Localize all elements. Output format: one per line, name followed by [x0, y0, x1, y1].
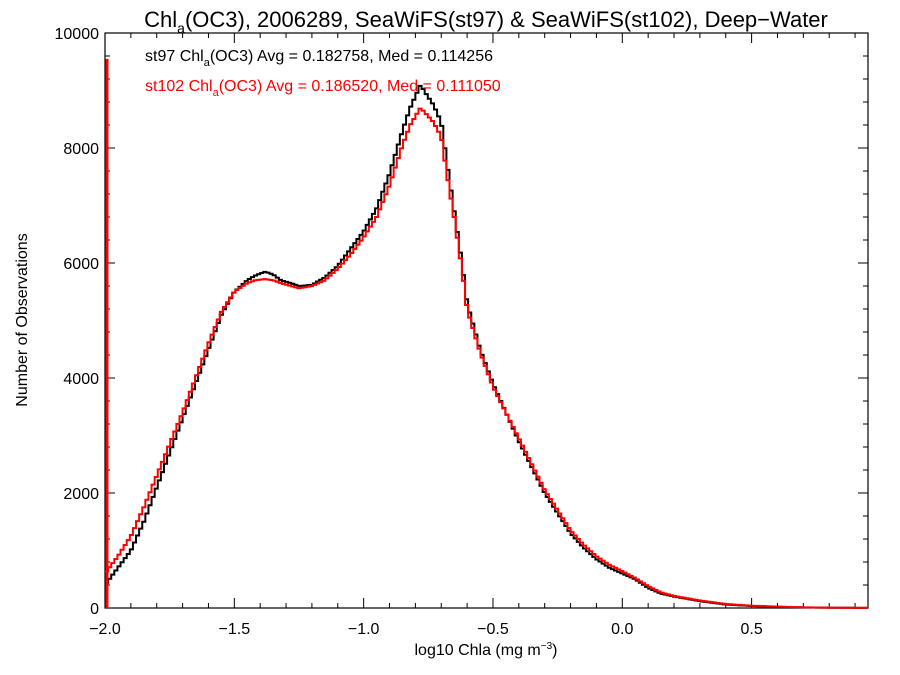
series-line-st97 — [105, 84, 868, 609]
y-axis-label: Number of Observations — [14, 233, 31, 406]
legend-entry-st102: st102 Chla(OC3) Avg = 0.186520, Med = 0.… — [145, 78, 501, 99]
chart-title: Chla(OC3), 2006289, SeaWiFS(st97) & SeaW… — [144, 7, 828, 36]
legend-st102-pre: st102 Chl — [145, 78, 213, 95]
x-tick-label: 0.5 — [740, 621, 762, 638]
chart-title-post: (OC3), 2006289, SeaWiFS(st97) & SeaWiFS(… — [185, 7, 828, 32]
y-tick-label: 4000 — [63, 371, 99, 388]
ticks-layer: −2.0 −1.5 −1.0 −0.5 0.0 0.5 0 2000 4000 6000 8000 1… — [55, 26, 868, 638]
y-tick-label: 10000 — [55, 26, 100, 43]
y-tick-label: 0 — [90, 601, 99, 618]
x-tick-label: −1.0 — [348, 621, 380, 638]
x-axis-label-pre: log10 Chla (mg m — [414, 642, 540, 659]
legend-st97-post: (OC3) Avg = 0.182758, Med = 0.114256 — [210, 48, 493, 65]
series-layer — [105, 58, 868, 609]
series-line-st102 — [105, 107, 868, 609]
x-tick-label: 0.0 — [611, 621, 633, 638]
chart-title-pre: Chl — [144, 7, 177, 32]
plot-area — [104, 32, 869, 609]
legend-st97-sub: a — [204, 57, 211, 69]
x-axis-label: log10 Chla (mg m−3) — [414, 641, 557, 659]
chart-title-sub: a — [177, 20, 185, 36]
y-tick-label: 2000 — [63, 486, 99, 503]
x-tick-label: −2.0 — [89, 621, 121, 638]
x-tick-label: −0.5 — [477, 621, 509, 638]
legend-st97-pre: st97 Chl — [145, 48, 204, 65]
x-axis-label-sup: −3 — [541, 641, 553, 652]
legend-entry-st97: st97 Chla(OC3) Avg = 0.182758, Med = 0.1… — [145, 48, 493, 69]
x-tick-label: −1.5 — [219, 621, 251, 638]
y-tick-label: 6000 — [63, 256, 99, 273]
y-tick-label: 8000 — [63, 141, 99, 158]
legend-st102-sub: a — [213, 87, 220, 99]
legend-st102-post: (OC3) Avg = 0.186520, Med = 0.111050 — [219, 78, 501, 95]
x-axis-label-post: ) — [552, 642, 557, 659]
